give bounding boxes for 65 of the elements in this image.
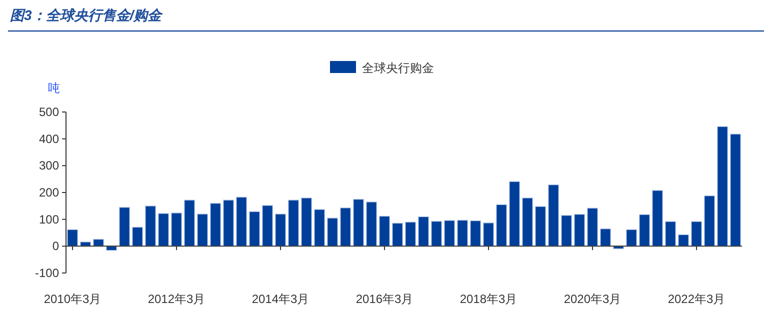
bar xyxy=(66,229,78,247)
bar xyxy=(600,228,612,247)
bar xyxy=(248,211,260,247)
bar xyxy=(210,202,222,247)
bar xyxy=(430,220,442,247)
y-tick-label: 100 xyxy=(38,212,60,226)
bar xyxy=(118,206,130,247)
bar xyxy=(392,222,404,247)
bar xyxy=(170,212,182,247)
bar xyxy=(274,214,286,247)
bar xyxy=(444,220,456,247)
y-tick-label: 0 xyxy=(52,239,60,254)
x-tick-label: 2020年3月 xyxy=(564,292,622,306)
x-tick-label: 2016年3月 xyxy=(356,292,414,306)
x-tick-label: 2012年3月 xyxy=(148,292,206,306)
bar xyxy=(366,201,378,247)
bar xyxy=(262,204,274,247)
bar xyxy=(378,216,390,247)
bar xyxy=(678,234,690,247)
y-tick-label: 500 xyxy=(38,105,60,119)
bar xyxy=(418,216,430,247)
bar xyxy=(522,197,534,247)
x-tick-label: 2010年3月 xyxy=(44,292,102,306)
bar xyxy=(288,200,300,247)
bar xyxy=(196,214,208,247)
y-tick-label: -100 xyxy=(34,266,60,280)
bar xyxy=(482,222,494,247)
y-tick-label: 300 xyxy=(38,158,60,173)
bar xyxy=(534,206,546,247)
bar xyxy=(560,214,572,247)
bar xyxy=(184,200,196,247)
bar xyxy=(730,134,742,247)
bar xyxy=(664,221,676,247)
bar xyxy=(638,214,650,247)
bar xyxy=(236,196,248,247)
y-tick-label: 400 xyxy=(38,132,60,146)
bar xyxy=(626,229,638,247)
legend-label: 全球央行购金 xyxy=(362,61,434,75)
bar xyxy=(704,195,716,247)
chart-title: 图3：全球央行售金/购金 xyxy=(10,7,164,23)
y-tick-label: 200 xyxy=(38,186,60,200)
bar xyxy=(222,200,234,247)
bar xyxy=(652,190,664,247)
bar xyxy=(404,222,416,247)
bar xyxy=(470,220,482,247)
bar xyxy=(716,126,728,247)
bar xyxy=(586,208,598,247)
bar xyxy=(144,206,156,247)
bar xyxy=(456,220,468,247)
bar xyxy=(548,184,560,247)
bar xyxy=(326,218,338,247)
x-tick-label: 2022年3月 xyxy=(668,292,726,306)
bar xyxy=(132,226,144,247)
bar xyxy=(300,197,312,247)
bar xyxy=(158,213,170,247)
x-tick-label: 2014年3月 xyxy=(252,292,310,306)
bar xyxy=(508,181,520,247)
bar xyxy=(690,221,702,247)
x-tick-label: 2018年3月 xyxy=(460,292,518,306)
y-axis-title: 吨 xyxy=(48,81,60,95)
bar xyxy=(314,209,326,247)
bar xyxy=(352,198,364,247)
bar xyxy=(574,214,586,247)
bar xyxy=(496,204,508,247)
bar xyxy=(340,207,352,247)
